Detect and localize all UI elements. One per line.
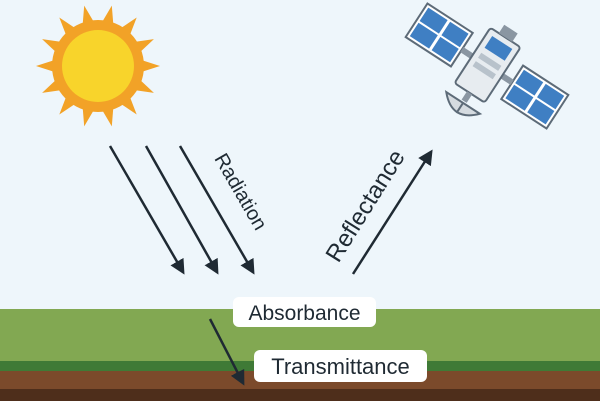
radiation-arrow-1 [108, 145, 185, 275]
radiation-arrows [108, 145, 255, 275]
transmittance-tag: Transmittance [254, 350, 427, 382]
reflectance-arrow [351, 149, 433, 275]
radiation-arrow-3 [178, 145, 255, 275]
soil-dark-layer [0, 389, 600, 401]
solar-panel-right [499, 64, 570, 130]
transmittance-label: Transmittance [271, 354, 410, 379]
solar-panel-left [404, 2, 475, 68]
satellite-icon [404, 2, 570, 130]
sun-icon [36, 5, 160, 127]
satellite-dish [444, 89, 483, 117]
absorbance-tag: Absorbance [233, 297, 376, 327]
radiation-arrow-2 [144, 145, 219, 275]
transmittance-arrow [208, 318, 245, 386]
absorbance-label: Absorbance [248, 302, 360, 325]
